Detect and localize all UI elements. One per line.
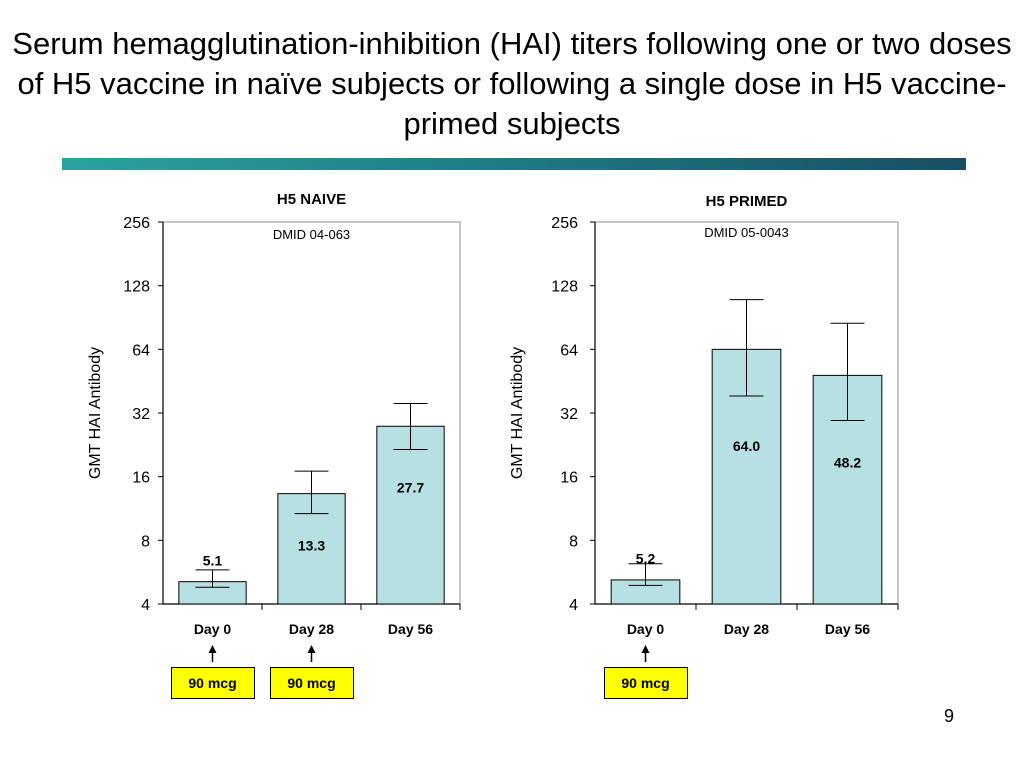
c0-chart-title: H5 NAIVE <box>277 191 346 208</box>
c1-x-tick-label: Day 56 <box>825 621 870 637</box>
c1-chart-title: H5 PRIMED <box>706 193 788 210</box>
c1-value-label: 64.0 <box>733 438 760 454</box>
c1-chart-subtitle: DMID 05-0043 <box>704 225 789 240</box>
c1-y-tick-label: 16 <box>560 470 578 487</box>
dose-box: 90 mcg <box>170 667 255 699</box>
c0-y-tick-label: 32 <box>132 406 150 423</box>
slide-title: Serum hemagglutination-inhibition (HAI) … <box>12 26 1012 141</box>
c0-y-tick-label: 128 <box>123 279 150 296</box>
c0-x-tick-label: Day 28 <box>289 621 334 637</box>
c0-value-label: 27.7 <box>397 479 424 495</box>
dose-box: 90 mcg <box>269 667 354 699</box>
page-number: 9 <box>944 706 955 726</box>
c1-y-axis-label: GMT HAI Antibody <box>509 347 526 479</box>
c0-x-tick-label: Day 0 <box>194 621 232 637</box>
c0-y-tick-label: 16 <box>132 470 150 487</box>
c0-dose-arrow-head <box>307 645 316 653</box>
c0-value-label: 13.3 <box>298 538 325 554</box>
c1-value-label: 48.2 <box>834 454 861 470</box>
c0-bar <box>376 425 445 605</box>
dose-box: 90 mcg <box>603 667 688 699</box>
c1-y-tick-label: 64 <box>560 342 578 359</box>
c0-y-tick-label: 64 <box>132 342 150 359</box>
c0-value-label: 5.1 <box>203 552 223 568</box>
c0-x-tick-label: Day 56 <box>388 621 433 637</box>
c0-y-tick-label: 256 <box>123 215 150 232</box>
c1-y-tick-label: 32 <box>560 406 578 423</box>
c0-y-axis-label: GMT HAI Antibody <box>87 347 104 479</box>
c1-y-tick-label: 4 <box>569 597 578 614</box>
c0-y-tick-label: 8 <box>141 533 150 550</box>
c1-x-tick-label: Day 28 <box>724 621 769 637</box>
c0-dose-arrow-head <box>208 645 217 653</box>
c1-dose-arrow-head <box>641 645 650 653</box>
c1-y-tick-label: 128 <box>551 279 578 296</box>
c1-x-tick-label: Day 0 <box>627 621 665 637</box>
title-rule <box>62 158 966 170</box>
c1-y-tick-label: 256 <box>551 215 578 232</box>
c0-y-tick-label: 4 <box>141 597 150 614</box>
c1-y-tick-label: 8 <box>569 533 578 550</box>
c1-value-label: 5.2 <box>636 550 656 566</box>
c0-chart-subtitle: DMID 04-063 <box>273 227 350 242</box>
